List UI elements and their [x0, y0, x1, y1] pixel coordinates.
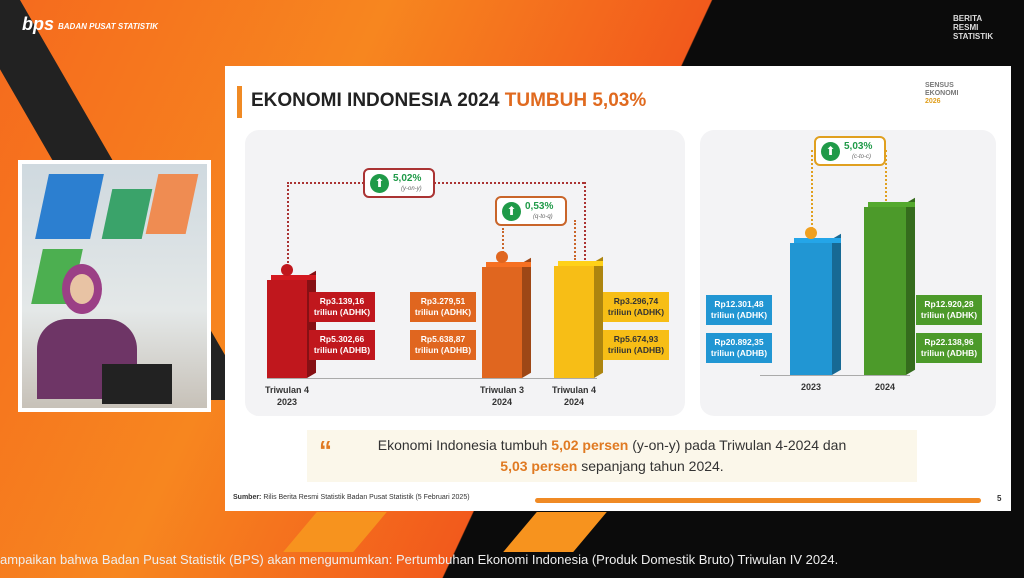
bar — [482, 257, 531, 378]
value-label-adhk: Rp3.296,74 triliun (ADHK) — [603, 292, 669, 322]
value-label-adhb: Rp22.138,96 triliun (ADHB) — [916, 333, 982, 363]
marker-dot — [805, 227, 817, 240]
annual-panel: Rp12.301,48 triliun (ADHK) Rp20.892,35 tr… — [700, 130, 996, 416]
marker-dot — [281, 263, 293, 276]
x-axis — [760, 375, 910, 376]
presenter-video — [18, 160, 211, 412]
growth-value: 0,53% — [525, 201, 554, 212]
news-ticker: ampaikan bahwa Badan Pusat Statistik (BP… — [0, 552, 839, 567]
progress-bar — [535, 498, 981, 503]
growth-value: 5,03% — [844, 141, 873, 152]
value-label-adhk: Rp12.301,48 triliun (ADHK) — [706, 295, 772, 325]
connector-line — [287, 182, 289, 270]
connector-line — [885, 150, 887, 202]
category-label: Triwulan 4 2024 — [551, 385, 596, 407]
value-label-adhk: Rp3.139,16 triliun (ADHK) — [309, 292, 375, 322]
bar — [790, 234, 841, 375]
arrow-up-icon: ⬆ — [821, 142, 840, 161]
sensus-ekonomi-logo: SENSUS EKONOMI 2026 — [925, 82, 959, 105]
value-label-adhb: Rp5.674,93 triliun (ADHB) — [603, 330, 669, 360]
bar — [864, 198, 915, 375]
value-label-adhb: Rp5.302,66 triliun (ADHB) — [309, 330, 375, 360]
growth-badge: ⬆ 0,53% (q-to-q) — [495, 196, 567, 226]
connector-line — [574, 220, 576, 260]
summary-quote: “ Ekonomi Indonesia tumbuh 5,02 persen (… — [307, 430, 917, 482]
arrow-up-icon: ⬆ — [502, 202, 521, 221]
bar — [554, 256, 603, 378]
value-label-adhb: Rp20.892,35 triliun (ADHB) — [706, 333, 772, 363]
slide-title: EKONOMI INDONESIA 2024 TUMBUH 5,03% — [251, 90, 647, 111]
quote-icon: “ — [319, 435, 332, 465]
growth-basis: (q-to-q) — [533, 214, 553, 220]
connector-line — [584, 182, 586, 260]
source-note: Sumber: Rilis Berita Resmi Statistik Bad… — [233, 494, 470, 501]
category-label: Triwulan 3 2024 — [479, 385, 524, 407]
connector-line — [811, 150, 813, 234]
category-label: 2023 — [800, 382, 822, 392]
growth-value: 5,02% — [393, 173, 422, 184]
connector-line — [287, 182, 584, 184]
title-accent-bar — [237, 86, 242, 118]
bps-logo-icon: bps — [22, 14, 55, 34]
growth-badge: ⬆ 5,03% (c-to-c) — [814, 136, 886, 166]
value-label-adhk: Rp3.279,51 triliun (ADHK) — [410, 292, 476, 322]
arrow-up-icon: ⬆ — [370, 174, 389, 193]
org-name: BADAN PUSAT STATISTIK — [58, 22, 158, 31]
slide: EKONOMI INDONESIA 2024 TUMBUH 5,03% SENS… — [225, 66, 1011, 511]
connector-line — [502, 228, 504, 258]
page-number: 5 — [997, 494, 1002, 503]
category-label: Triwulan 4 2023 — [264, 385, 309, 407]
category-label: 2024 — [874, 382, 896, 392]
brs-logo: BERITA RESMI STATISTIK — [953, 14, 994, 41]
growth-basis: (y-on-y) — [401, 186, 422, 192]
value-label-adhk: Rp12.920,28 triliun (ADHK) — [916, 295, 982, 325]
growth-badge: ⬆ 5,02% (y-on-y) — [363, 168, 435, 198]
bar — [267, 270, 316, 378]
growth-basis: (c-to-c) — [852, 154, 871, 160]
marker-dot — [496, 251, 508, 264]
value-label-adhb: Rp5.638,87 triliun (ADHB) — [410, 330, 476, 360]
quarterly-panel: Rp3.139,16 triliun (ADHK) Rp5.302,66 tril… — [245, 130, 685, 416]
x-axis — [267, 378, 597, 379]
